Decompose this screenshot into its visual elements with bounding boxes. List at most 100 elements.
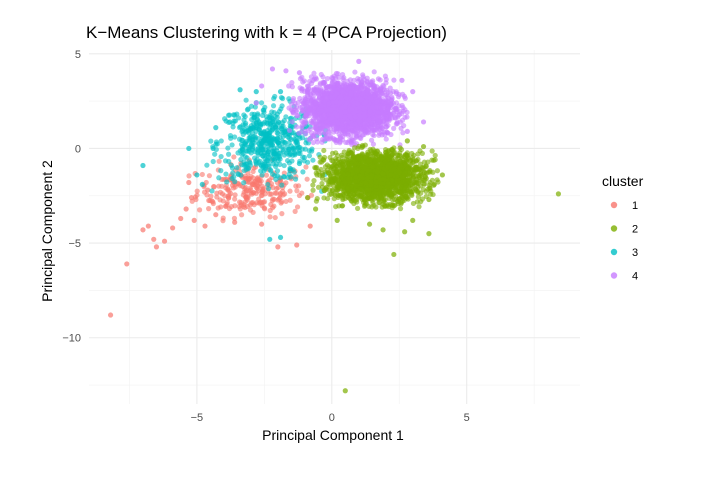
y-tick-label: −10 [62, 333, 81, 345]
data-point [332, 110, 338, 116]
data-point [365, 158, 372, 165]
data-point [222, 193, 228, 199]
data-point [324, 85, 330, 91]
data-point [346, 192, 353, 199]
data-point [304, 176, 310, 182]
data-point [333, 203, 339, 210]
data-point [107, 312, 114, 318]
data-point [234, 165, 240, 171]
data-point [361, 113, 368, 119]
data-point [379, 161, 386, 167]
data-point [364, 88, 371, 94]
data-point [367, 178, 374, 185]
data-point [351, 77, 357, 83]
data-point [431, 181, 437, 188]
data-point [394, 178, 400, 184]
data-point [353, 174, 359, 181]
x-axis-ticks: −5 0 5 [191, 412, 470, 424]
data-point [269, 198, 275, 204]
data-point [390, 147, 396, 153]
data-point [325, 195, 331, 202]
data-point [299, 74, 305, 80]
data-point [369, 204, 375, 210]
data-point [326, 191, 333, 197]
data-point [275, 244, 281, 250]
data-point [382, 132, 388, 138]
data-point [397, 169, 403, 176]
data-point [334, 217, 340, 223]
data-point [258, 163, 265, 169]
data-point [368, 148, 374, 154]
data-point [422, 169, 428, 176]
data-point [266, 146, 272, 152]
data-point [242, 122, 248, 128]
data-point [178, 215, 184, 222]
data-point [324, 90, 330, 96]
data-point [274, 138, 280, 145]
data-point [294, 204, 301, 210]
data-point [281, 162, 287, 169]
data-point [368, 95, 374, 101]
data-point [372, 122, 378, 128]
data-point [302, 119, 308, 125]
data-point [417, 166, 423, 173]
data-point [375, 90, 381, 96]
data-point [243, 148, 249, 154]
data-point [434, 177, 440, 183]
data-point [381, 103, 387, 109]
data-point [236, 124, 243, 131]
data-point [186, 173, 192, 179]
data-point [410, 200, 417, 207]
data-points [107, 58, 562, 394]
data-point [266, 186, 272, 192]
data-point [250, 209, 256, 216]
y-tick-label: 0 [75, 143, 81, 155]
data-point [255, 111, 261, 117]
data-point [299, 86, 305, 92]
data-point [274, 145, 280, 151]
legend-key-4 [610, 272, 618, 279]
data-point [410, 188, 416, 195]
data-point [311, 105, 317, 111]
data-point [376, 117, 382, 124]
data-point [427, 191, 434, 197]
data-point [279, 124, 285, 130]
data-point [345, 132, 351, 138]
x-tick-label: 5 [464, 412, 470, 424]
data-point [382, 153, 388, 159]
data-point [145, 223, 151, 229]
data-point [227, 133, 234, 139]
data-point [393, 100, 400, 106]
data-point [277, 89, 284, 95]
data-point [354, 196, 360, 203]
data-point [292, 176, 299, 182]
grid [89, 50, 580, 404]
data-point [296, 148, 302, 154]
data-point [373, 204, 379, 210]
data-point [251, 115, 257, 121]
data-point [328, 166, 334, 172]
data-point [391, 77, 397, 83]
data-point [297, 135, 303, 141]
data-point [262, 104, 268, 110]
data-point [230, 120, 236, 126]
data-point [281, 152, 288, 158]
data-point [395, 112, 401, 118]
data-point [140, 162, 146, 169]
data-point [382, 203, 388, 209]
data-point [228, 203, 235, 210]
data-point [337, 99, 343, 106]
data-point [313, 129, 319, 135]
data-point [242, 184, 249, 190]
data-point [257, 158, 263, 164]
data-point [256, 196, 262, 202]
data-point [153, 244, 160, 250]
data-point [350, 170, 356, 177]
data-point [208, 138, 214, 144]
data-point [315, 87, 322, 93]
data-point [399, 77, 405, 83]
data-point [260, 186, 266, 192]
data-point [279, 138, 285, 144]
data-point [359, 82, 365, 88]
data-point [362, 202, 368, 208]
